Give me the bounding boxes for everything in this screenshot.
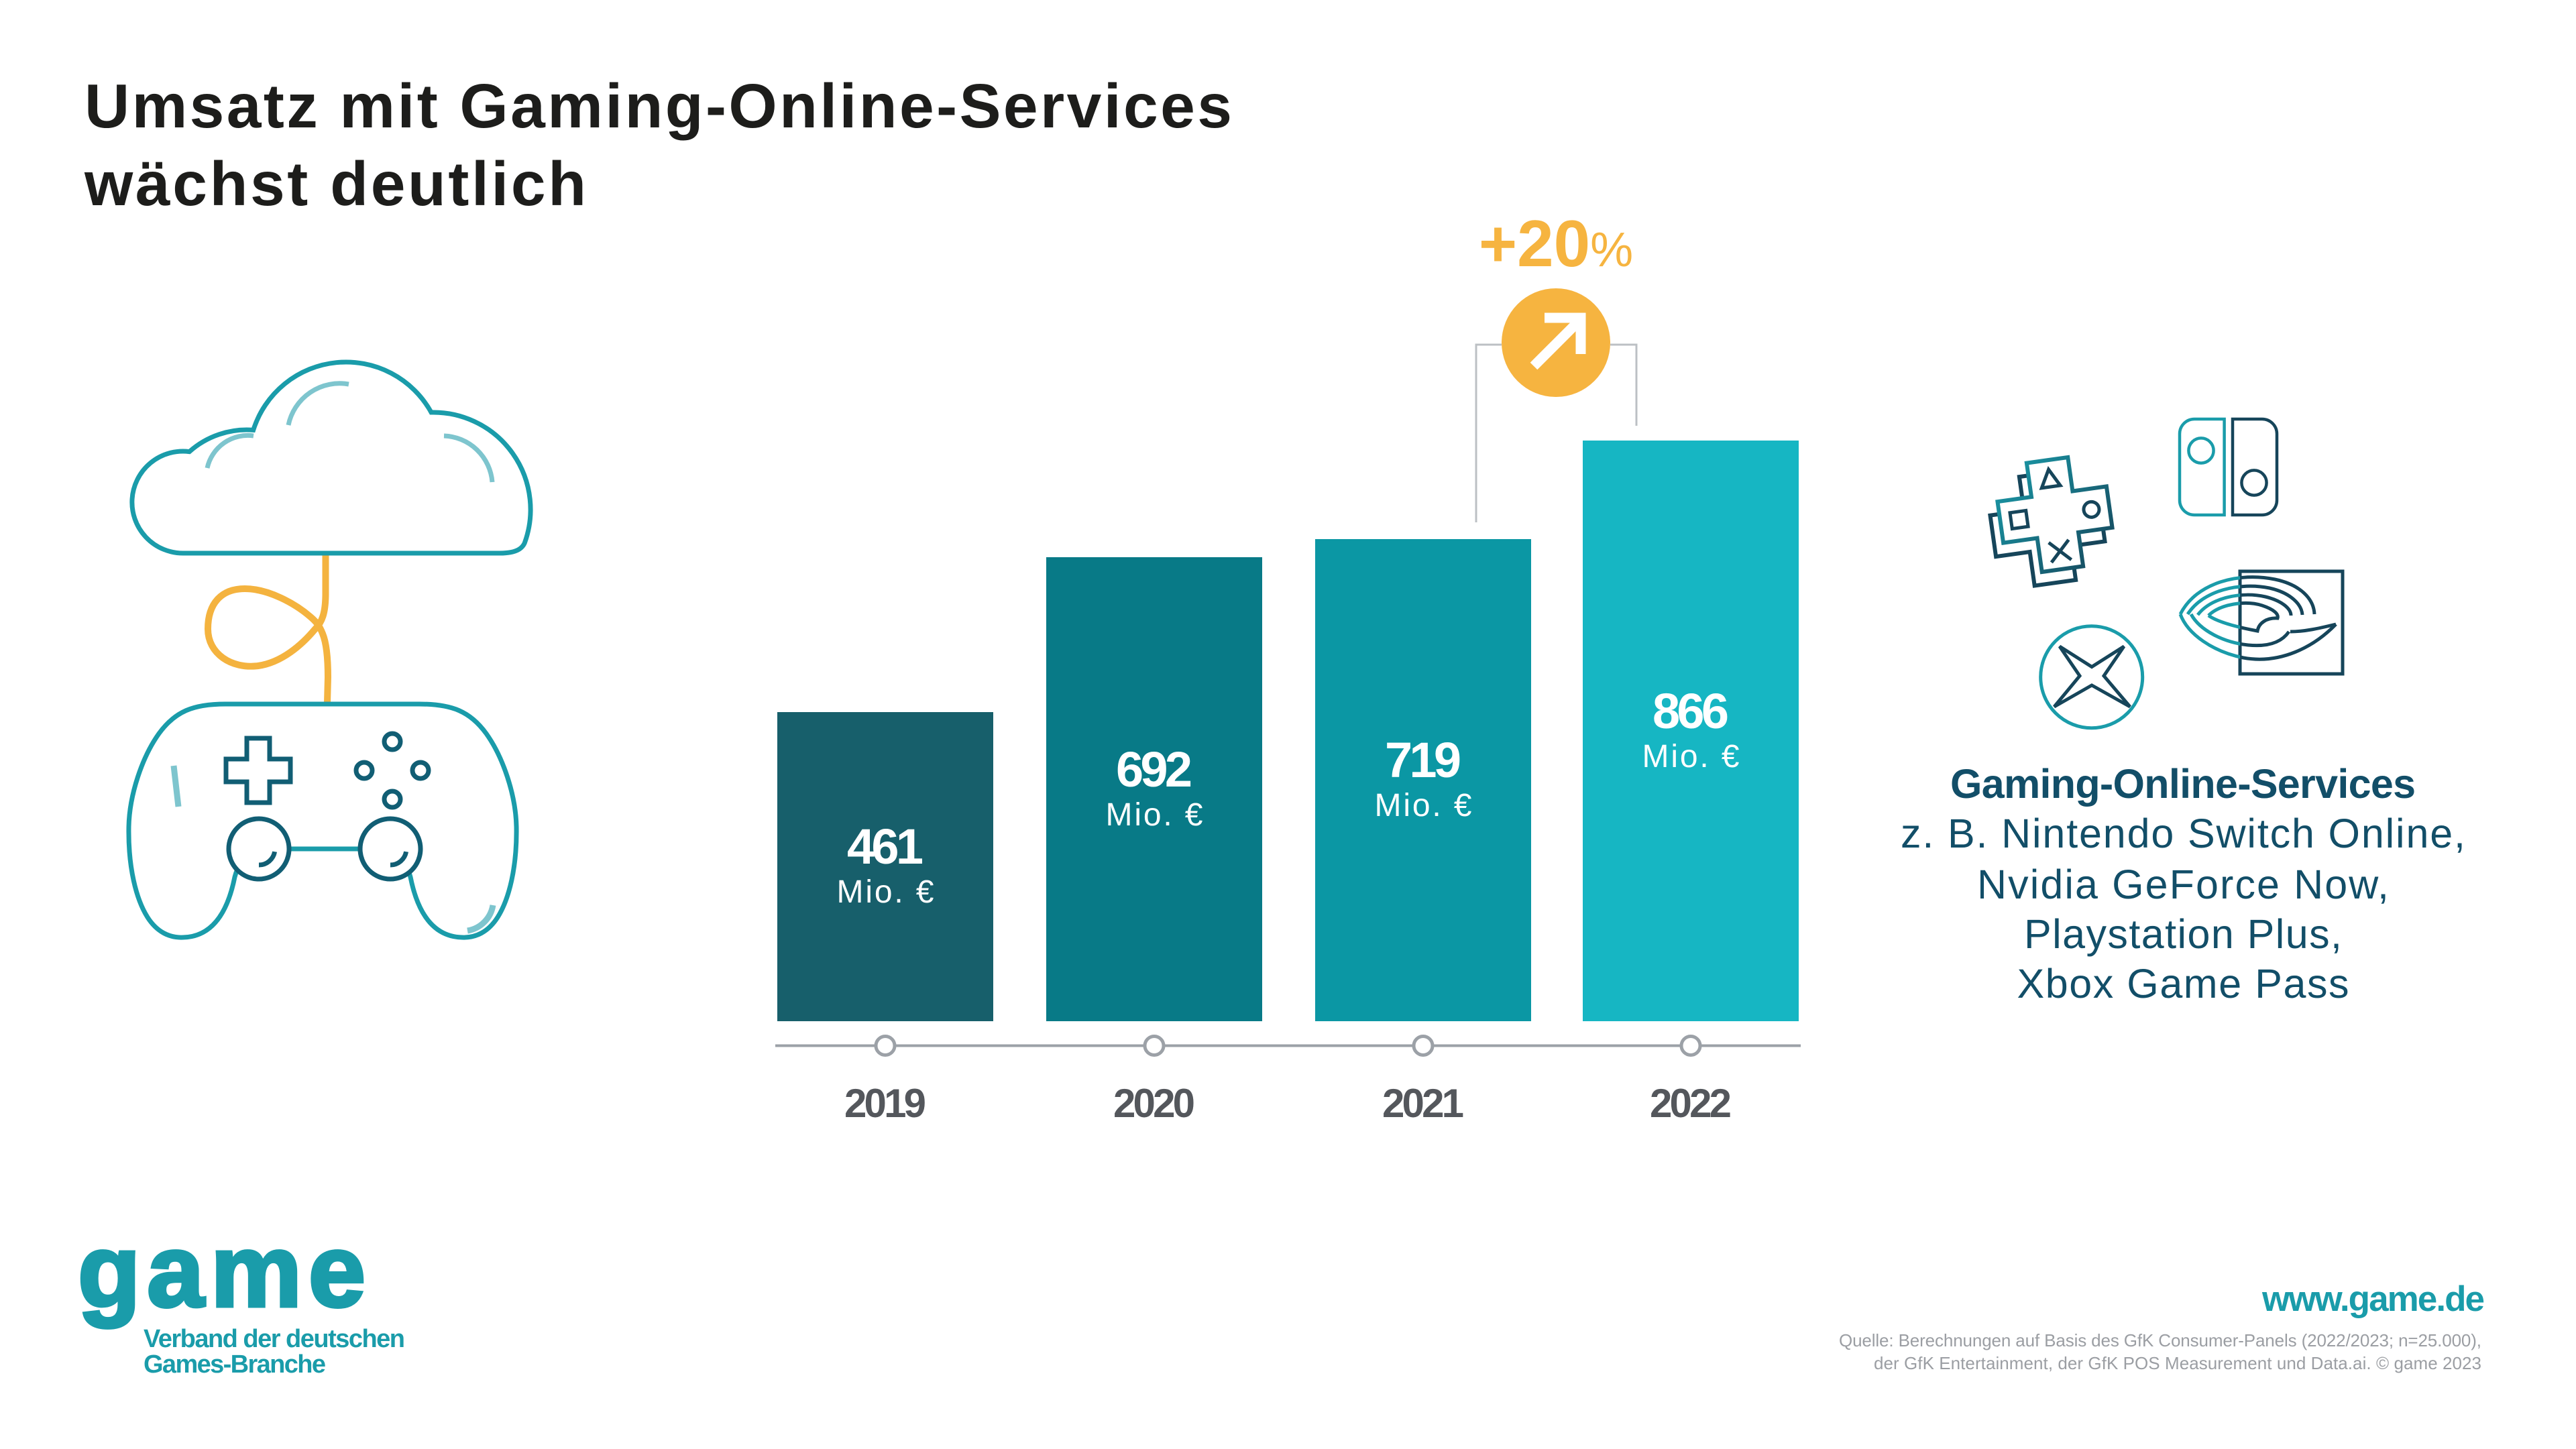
svg-text:Gaming-Online-Services: Gaming-Online-Services [1950,761,2416,807]
svg-text:2022: 2022 [1650,1081,1732,1126]
svg-text:Mio. €: Mio. € [837,874,934,910]
svg-text:719: 719 [1385,732,1461,788]
svg-text:692: 692 [1116,742,1192,797]
svg-text:+20%: +20% [1479,207,1633,280]
svg-text:Mio. €: Mio. € [1642,739,1740,774]
svg-text:der GfK Entertainment, der GfK: der GfK Entertainment, der GfK POS Measu… [1874,1353,2481,1373]
svg-text:Verband der deutschen: Verband der deutschen [144,1325,405,1353]
svg-text:wächst deutlich: wächst deutlich [84,149,586,219]
svg-text:866: 866 [1653,683,1729,739]
svg-text:2020: 2020 [1113,1081,1195,1126]
svg-text:Playstation Plus,: Playstation Plus, [2024,911,2342,957]
svg-text:game: game [78,1214,366,1328]
svg-text:2019: 2019 [844,1081,926,1126]
svg-text:Quelle: Berechnungen auf Basis: Quelle: Berechnungen auf Basis des GfK C… [1839,1330,2481,1350]
svg-text:461: 461 [847,819,923,874]
svg-text:www.game.de: www.game.de [2261,1279,2485,1319]
svg-text:2021: 2021 [1382,1081,1464,1126]
svg-text:z. B. Nintendo Switch Online,: z. B. Nintendo Switch Online, [1901,811,2465,856]
svg-text:Nvidia GeForce Now,: Nvidia GeForce Now, [1977,862,2389,907]
svg-text:Xbox Game Pass: Xbox Game Pass [2017,961,2349,1006]
svg-text:Games-Branche: Games-Branche [144,1350,326,1379]
svg-text:Mio. €: Mio. € [1106,797,1203,833]
svg-text:Mio. €: Mio. € [1375,788,1472,823]
svg-text:Umsatz mit Gaming-Online-Servi: Umsatz mit Gaming-Online-Services [85,71,1232,141]
